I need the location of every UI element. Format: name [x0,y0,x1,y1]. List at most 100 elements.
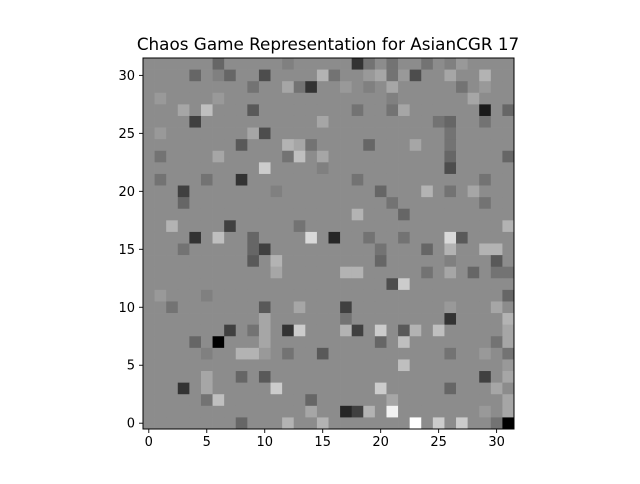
heatmap-cell [374,324,387,337]
heatmap-cell [398,394,410,407]
heatmap-cell [351,208,364,221]
heatmap-cell [305,405,318,418]
heatmap-cell [409,104,422,117]
heatmap-cell [502,417,515,430]
heatmap-cell [328,185,341,198]
heatmap-cell [398,324,410,337]
heatmap-cell [316,324,329,337]
heatmap-cell [293,278,306,291]
heatmap-cell [247,394,260,407]
heatmap-cell [189,324,202,337]
heatmap-cell [456,278,468,291]
x-tick-label: 5 [203,435,211,450]
heatmap-cell [305,266,318,279]
heatmap-cell [444,92,457,105]
heatmap-cell [177,243,190,256]
heatmap-cell [432,92,445,105]
heatmap-cell [398,243,410,256]
heatmap-cell [247,197,260,210]
heatmap-cell [200,359,213,372]
heatmap-cell [200,69,213,82]
heatmap-cell [316,127,329,140]
heatmap-cell [200,197,213,210]
heatmap-cell [305,92,318,105]
heatmap-cell [456,162,468,175]
heatmap-cell [154,405,167,418]
heatmap-cells [143,58,515,430]
heatmap-cell [479,371,492,383]
heatmap-cell [305,278,318,291]
y-tick-label: 20 [118,185,135,200]
heatmap-cell [398,417,410,430]
heatmap-cell [224,371,237,383]
heatmap-cell [166,394,179,407]
heatmap-cell [456,115,468,128]
heatmap-cell [305,173,318,186]
heatmap-cell [200,336,213,349]
heatmap-cell [363,139,376,152]
heatmap-cell [340,405,353,418]
heatmap-cell [351,185,364,198]
heatmap-cell [212,173,225,186]
heatmap-cell [177,139,190,152]
heatmap-cell [235,231,248,244]
heatmap-cell [258,173,271,186]
heatmap-cell [432,347,445,360]
heatmap-cell [293,255,306,268]
heatmap-cell [293,394,306,407]
heatmap-cell [409,324,422,337]
heatmap-cell [177,301,190,314]
heatmap-cell [200,417,213,430]
heatmap-cell [235,371,248,383]
heatmap-cell [479,162,492,175]
heatmap-cell [293,336,306,349]
heatmap-cell [467,243,480,256]
heatmap-cell [154,92,167,105]
heatmap-cell [212,243,225,256]
heatmap-cell [166,208,179,221]
heatmap-cell [432,185,445,198]
heatmap-cell [398,220,410,233]
heatmap-cell [247,347,260,360]
heatmap-cell [421,278,434,291]
heatmap-cell [409,313,422,325]
heatmap-cell [258,313,271,325]
heatmap-cell [432,81,445,94]
heatmap-cell [328,371,341,383]
heatmap-cell [444,150,457,163]
heatmap-cell [340,243,353,256]
heatmap-cell [363,289,376,302]
heatmap-cell [177,173,190,186]
heatmap-cell [421,243,434,256]
heatmap-cell [444,208,457,221]
heatmap-cell [270,81,283,94]
heatmap-cell [467,58,480,70]
heatmap-cell [224,173,237,186]
y-tick-label: 30 [118,69,135,84]
heatmap-cell [479,139,492,152]
heatmap-cell [212,139,225,152]
heatmap-cell [456,185,468,198]
heatmap-cell [490,150,503,163]
heatmap-cell [363,231,376,244]
heatmap-cell [351,197,364,210]
heatmap-cell [177,382,190,395]
heatmap-cell [398,289,410,302]
heatmap-cell [270,394,283,407]
heatmap-cell [224,313,237,325]
heatmap-cell [189,58,202,70]
heatmap-cell [212,69,225,82]
heatmap-cell [421,417,434,430]
heatmap-cell [363,81,376,94]
heatmap-cell [421,301,434,314]
heatmap-cell [282,231,295,244]
heatmap-cell [328,231,341,244]
heatmap-cell [386,336,399,349]
heatmap-cell [235,394,248,407]
heatmap-cell [444,58,457,70]
heatmap-cell [177,336,190,349]
heatmap-cell [212,150,225,163]
heatmap-cell [316,58,329,70]
heatmap-cell [189,231,202,244]
y-tick-label: 5 [127,359,135,374]
